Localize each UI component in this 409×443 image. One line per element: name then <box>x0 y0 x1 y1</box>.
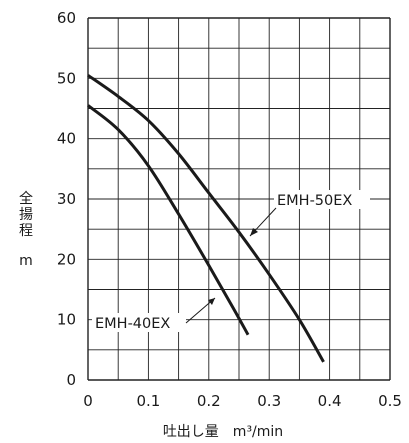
x-tick-label: 0.1 <box>136 392 160 410</box>
y-axis-label: 全 揚 程 m <box>19 190 33 269</box>
y-axis-label-char-3: 程 <box>19 223 33 239</box>
chart-grid <box>87 17 391 381</box>
series-line-emh-40ex <box>87 104 250 336</box>
series-arrowhead-emh-50ex <box>250 228 258 236</box>
y-tick-label: 40 <box>57 130 76 148</box>
x-axis-label: 吐出し量 m³/min <box>163 424 283 440</box>
x-tick-label: 0.2 <box>197 392 221 410</box>
series-line-emh-50ex <box>87 74 325 363</box>
y-axis-label-unit: m <box>19 253 33 269</box>
x-tick-label: 0.4 <box>318 392 342 410</box>
series-label-emh-40ex: EMH-40EX <box>95 316 170 332</box>
y-axis-label-char-1: 全 <box>19 190 33 207</box>
x-tick-label: 0 <box>83 392 93 410</box>
y-tick-label: 0 <box>66 371 76 389</box>
series-label-emh-50ex-group: EMH-50EX <box>249 190 370 237</box>
y-axis-label-char-2: 揚 <box>19 206 33 223</box>
axis-ticks: 0 0.1 0.2 0.3 0.4 0.5 0 10 20 30 40 50 60 <box>57 9 402 410</box>
y-tick-label: 10 <box>57 311 76 329</box>
y-tick-label: 30 <box>57 190 76 208</box>
series-arrowhead-emh-40ex <box>208 298 215 305</box>
x-tick-label: 0.5 <box>378 392 402 410</box>
series-label-emh-50ex: EMH-50EX <box>277 193 352 209</box>
x-tick-label: 0.3 <box>257 392 281 410</box>
series-label-emh-40ex-group: EMH-40EX <box>92 297 216 332</box>
y-tick-label: 60 <box>57 9 76 27</box>
y-tick-label: 20 <box>57 250 76 268</box>
chart-series <box>87 74 325 363</box>
y-tick-label: 50 <box>57 69 76 87</box>
